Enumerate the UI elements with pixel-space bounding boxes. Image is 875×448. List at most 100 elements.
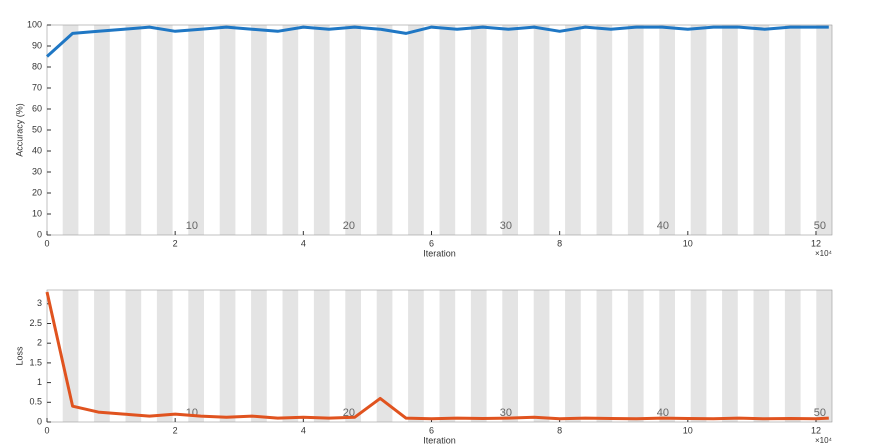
epoch-band <box>219 25 236 235</box>
epoch-band <box>565 290 581 422</box>
y-tick-label: 0 <box>37 229 42 239</box>
x-tick-label: 4 <box>301 238 306 248</box>
y-tick-label: 0.5 <box>29 397 42 407</box>
y-tick-label: 50 <box>32 124 42 134</box>
epoch-band <box>816 25 832 235</box>
x-tick-label: 8 <box>557 238 562 248</box>
epoch-label: 30 <box>500 407 512 419</box>
x-tick-label: 0 <box>44 238 49 248</box>
x-axis-label: Iteration <box>423 435 456 445</box>
y-tick-label: 10 <box>32 208 42 218</box>
series-line <box>45 25 829 58</box>
x-multiplier: ×10⁴ <box>815 436 833 445</box>
x-axis-label: Iteration <box>423 248 456 258</box>
epoch-band <box>439 290 456 422</box>
y-tick-label: 90 <box>32 40 42 50</box>
x-tick-label: 10 <box>683 238 693 248</box>
y-tick-label: 2.5 <box>29 318 42 328</box>
epoch-label: 50 <box>814 407 826 419</box>
y-tick-label: 1 <box>37 377 42 387</box>
y-tick-label: 80 <box>32 61 42 71</box>
x-tick-label: 0 <box>44 425 49 435</box>
y-tick-label: 20 <box>32 187 42 197</box>
epoch-band <box>784 25 801 235</box>
epoch-band <box>470 25 487 235</box>
epoch-band <box>722 290 738 422</box>
epoch-band <box>125 25 142 235</box>
y-tick-label: 3 <box>37 298 42 308</box>
epoch-band <box>156 25 173 235</box>
epoch-band <box>470 290 487 422</box>
epoch-band <box>156 290 173 422</box>
epoch-band <box>690 290 707 422</box>
epoch-band <box>188 290 204 422</box>
epoch-band <box>408 25 424 235</box>
y-tick-label: 100 <box>27 19 42 29</box>
epoch-band <box>502 290 518 422</box>
x-tick-label: 8 <box>557 425 562 435</box>
epoch-label: 20 <box>343 220 355 232</box>
epoch-band <box>533 290 550 422</box>
epoch-label: 30 <box>500 220 512 232</box>
epoch-band <box>596 290 613 422</box>
epoch-label: 10 <box>186 220 198 232</box>
epoch-band <box>784 290 801 422</box>
epoch-band <box>94 25 110 235</box>
epoch-band <box>219 290 236 422</box>
epoch-label: 50 <box>814 220 826 232</box>
series-line <box>45 291 829 421</box>
x-tick-label: 2 <box>173 238 178 248</box>
epoch-band <box>251 25 267 235</box>
epoch-band <box>565 25 581 235</box>
epoch-band <box>533 25 550 235</box>
x-tick-label: 6 <box>429 425 434 435</box>
epoch-band <box>188 25 204 235</box>
x-tick-label: 12 <box>811 425 821 435</box>
epoch-band <box>376 290 393 422</box>
x-tick-label: 10 <box>683 425 693 435</box>
epoch-band <box>722 25 738 235</box>
epoch-band <box>125 290 142 422</box>
epoch-band <box>345 25 361 235</box>
y-axis-label: Loss <box>14 346 24 366</box>
epoch-band <box>816 290 832 422</box>
epoch-band <box>690 25 707 235</box>
epoch-band <box>282 25 299 235</box>
y-tick-label: 40 <box>32 145 42 155</box>
y-axis-label: Accuracy (%) <box>14 103 24 157</box>
epoch-band <box>313 25 330 235</box>
epoch-band <box>659 25 675 235</box>
x-tick-label: 12 <box>811 238 821 248</box>
epoch-band <box>313 290 330 422</box>
y-tick-label: 0 <box>37 416 42 426</box>
x-tick-label: 2 <box>173 425 178 435</box>
x-tick-label: 6 <box>429 238 434 248</box>
y-tick-label: 30 <box>32 166 42 176</box>
x-multiplier: ×10⁴ <box>815 249 833 258</box>
epoch-band <box>62 290 79 422</box>
y-tick-label: 70 <box>32 82 42 92</box>
axes-box <box>46 289 833 423</box>
epoch-band <box>376 25 393 235</box>
epoch-band <box>627 25 644 235</box>
epoch-band <box>659 290 675 422</box>
epoch-band <box>408 290 424 422</box>
epoch-band <box>94 290 110 422</box>
epoch-label: 40 <box>657 220 669 232</box>
epoch-label: 40 <box>657 407 669 419</box>
epoch-band <box>251 290 267 422</box>
y-tick-label: 60 <box>32 103 42 113</box>
epoch-band <box>439 25 456 235</box>
epoch-band <box>753 25 770 235</box>
epoch-band <box>502 25 518 235</box>
epoch-band <box>345 290 361 422</box>
epoch-band <box>627 290 644 422</box>
epoch-band <box>62 25 79 235</box>
y-tick-label: 1.5 <box>29 357 42 367</box>
epoch-band <box>753 290 770 422</box>
y-tick-label: 2 <box>37 338 42 348</box>
epoch-band <box>282 290 299 422</box>
x-tick-label: 4 <box>301 425 306 435</box>
epoch-band <box>596 25 613 235</box>
